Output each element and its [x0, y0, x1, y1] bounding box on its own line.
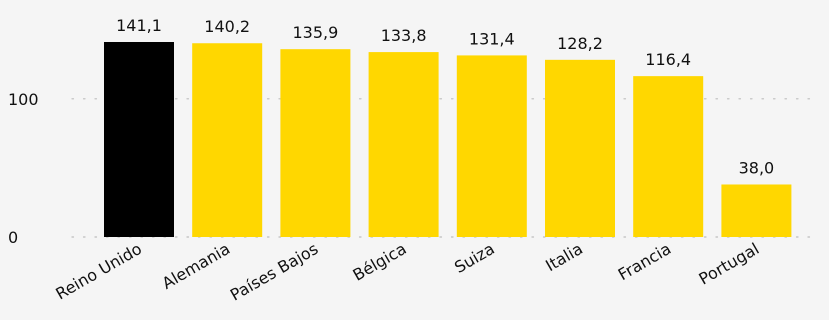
- bar: [280, 49, 351, 237]
- category-label: Suiza: [451, 239, 498, 277]
- category-label: Italia: [542, 239, 586, 275]
- bar: [633, 76, 704, 237]
- data-label: 128,2: [557, 34, 603, 53]
- data-label: 116,4: [645, 50, 691, 69]
- data-label: 131,4: [469, 29, 515, 48]
- data-label: 141,1: [116, 16, 162, 35]
- category-label: Reino Unido: [52, 239, 145, 303]
- bar: [104, 42, 174, 237]
- bar: [545, 59, 615, 237]
- bar: [368, 52, 439, 237]
- category-label: Países Bajos: [227, 239, 321, 305]
- bar: [192, 43, 263, 237]
- y-axis-ticks: 0 100: [8, 90, 39, 247]
- gridlines: [71, 98, 811, 238]
- data-label: 133,8: [381, 26, 427, 45]
- category-label: Alemania: [159, 239, 233, 293]
- category-label: Francia: [615, 239, 674, 284]
- category-label: Portugal: [696, 239, 763, 289]
- y-tick-label: 100: [8, 90, 39, 109]
- data-label: 140,2: [204, 17, 250, 36]
- data-label: 38,0: [739, 158, 775, 177]
- bars: [104, 42, 792, 237]
- bar: [456, 55, 527, 237]
- bar: [721, 184, 792, 237]
- data-labels: 141,1 140,2 135,9 133,8 131,4 128,2 116,4 38,0: [116, 16, 774, 177]
- y-tick-label: 0: [8, 228, 18, 247]
- category-label: Bélgica: [349, 239, 409, 285]
- data-label: 135,9: [292, 23, 338, 42]
